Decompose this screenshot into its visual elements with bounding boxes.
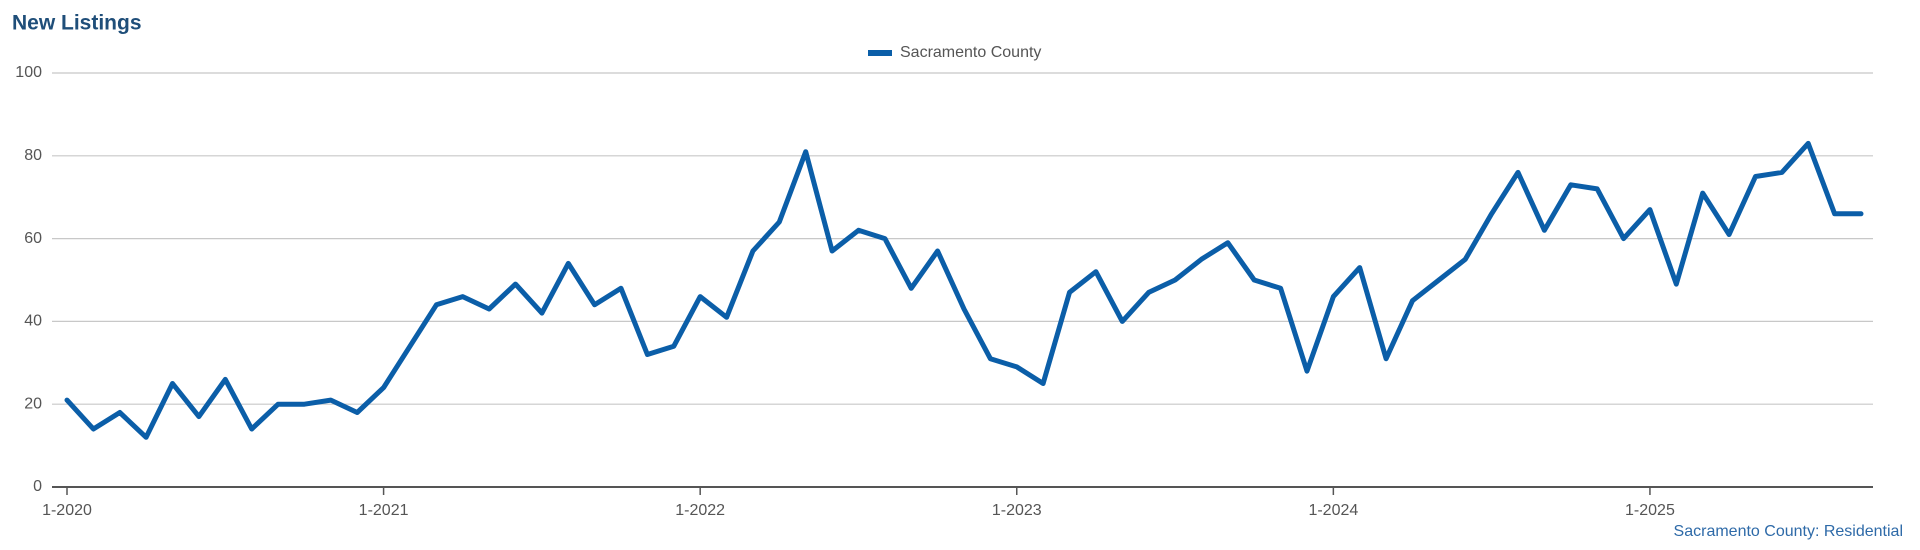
x-tick-label: 1-2025 <box>1625 502 1675 519</box>
x-tick-label: 1-2020 <box>42 502 92 519</box>
x-tick-label: 1-2023 <box>992 502 1042 519</box>
chart-title: New Listings <box>12 12 142 35</box>
y-tick-label: 0 <box>33 478 42 495</box>
y-tick-label: 60 <box>24 230 42 247</box>
footnote: Sacramento County: Residential <box>1674 523 1903 540</box>
x-tick-label: 1-2021 <box>359 502 409 519</box>
y-tick-label: 40 <box>24 313 42 330</box>
y-tick-label: 100 <box>15 64 42 81</box>
x-tick-label: 1-2024 <box>1308 502 1358 519</box>
x-tick-label: 1-2022 <box>675 502 725 519</box>
y-tick-label: 20 <box>24 395 42 412</box>
legend-label: Sacramento County <box>900 44 1041 61</box>
legend-swatch <box>868 50 892 56</box>
y-tick-label: 80 <box>24 147 42 164</box>
series-line <box>64 140 1864 440</box>
